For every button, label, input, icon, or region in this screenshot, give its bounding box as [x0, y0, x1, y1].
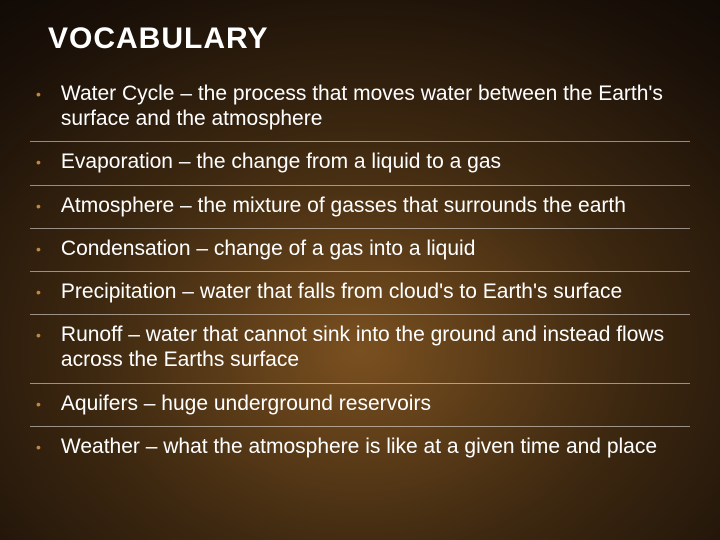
bullet-icon: •	[36, 284, 41, 300]
bullet-icon: •	[36, 198, 41, 214]
list-item: • Evaporation – the change from a liquid…	[30, 142, 690, 185]
list-item: • Condensation – change of a gas into a …	[30, 229, 690, 272]
bullet-icon: •	[36, 396, 41, 412]
item-text: Atmosphere – the mixture of gasses that …	[61, 193, 636, 218]
item-text: Evaporation – the change from a liquid t…	[61, 149, 511, 174]
list-item: • Atmosphere – the mixture of gasses tha…	[30, 186, 690, 229]
slide-container: VOCABULARY • Water Cycle – the process t…	[0, 0, 720, 540]
item-text: Condensation – change of a gas into a li…	[61, 236, 485, 261]
bullet-icon: •	[36, 154, 41, 170]
list-item: • Weather – what the atmosphere is like …	[30, 427, 690, 469]
slide-title: VOCABULARY	[48, 22, 690, 56]
bullet-icon: •	[36, 241, 41, 257]
bullet-icon: •	[36, 439, 41, 455]
vocabulary-list: • Water Cycle – the process that moves w…	[30, 74, 690, 520]
item-text: Weather – what the atmosphere is like at…	[61, 434, 667, 459]
item-text: Runoff – water that cannot sink into the…	[61, 322, 690, 372]
list-item: • Precipitation – water that falls from …	[30, 272, 690, 315]
bullet-icon: •	[36, 86, 41, 102]
item-text: Precipitation – water that falls from cl…	[61, 279, 632, 304]
bullet-icon: •	[36, 327, 41, 343]
list-item: • Aquifers – huge underground reservoirs	[30, 384, 690, 427]
item-text: Aquifers – huge underground reservoirs	[61, 391, 441, 416]
item-text: Water Cycle – the process that moves wat…	[61, 81, 690, 131]
list-item: • Water Cycle – the process that moves w…	[30, 74, 690, 142]
list-item: • Runoff – water that cannot sink into t…	[30, 315, 690, 383]
